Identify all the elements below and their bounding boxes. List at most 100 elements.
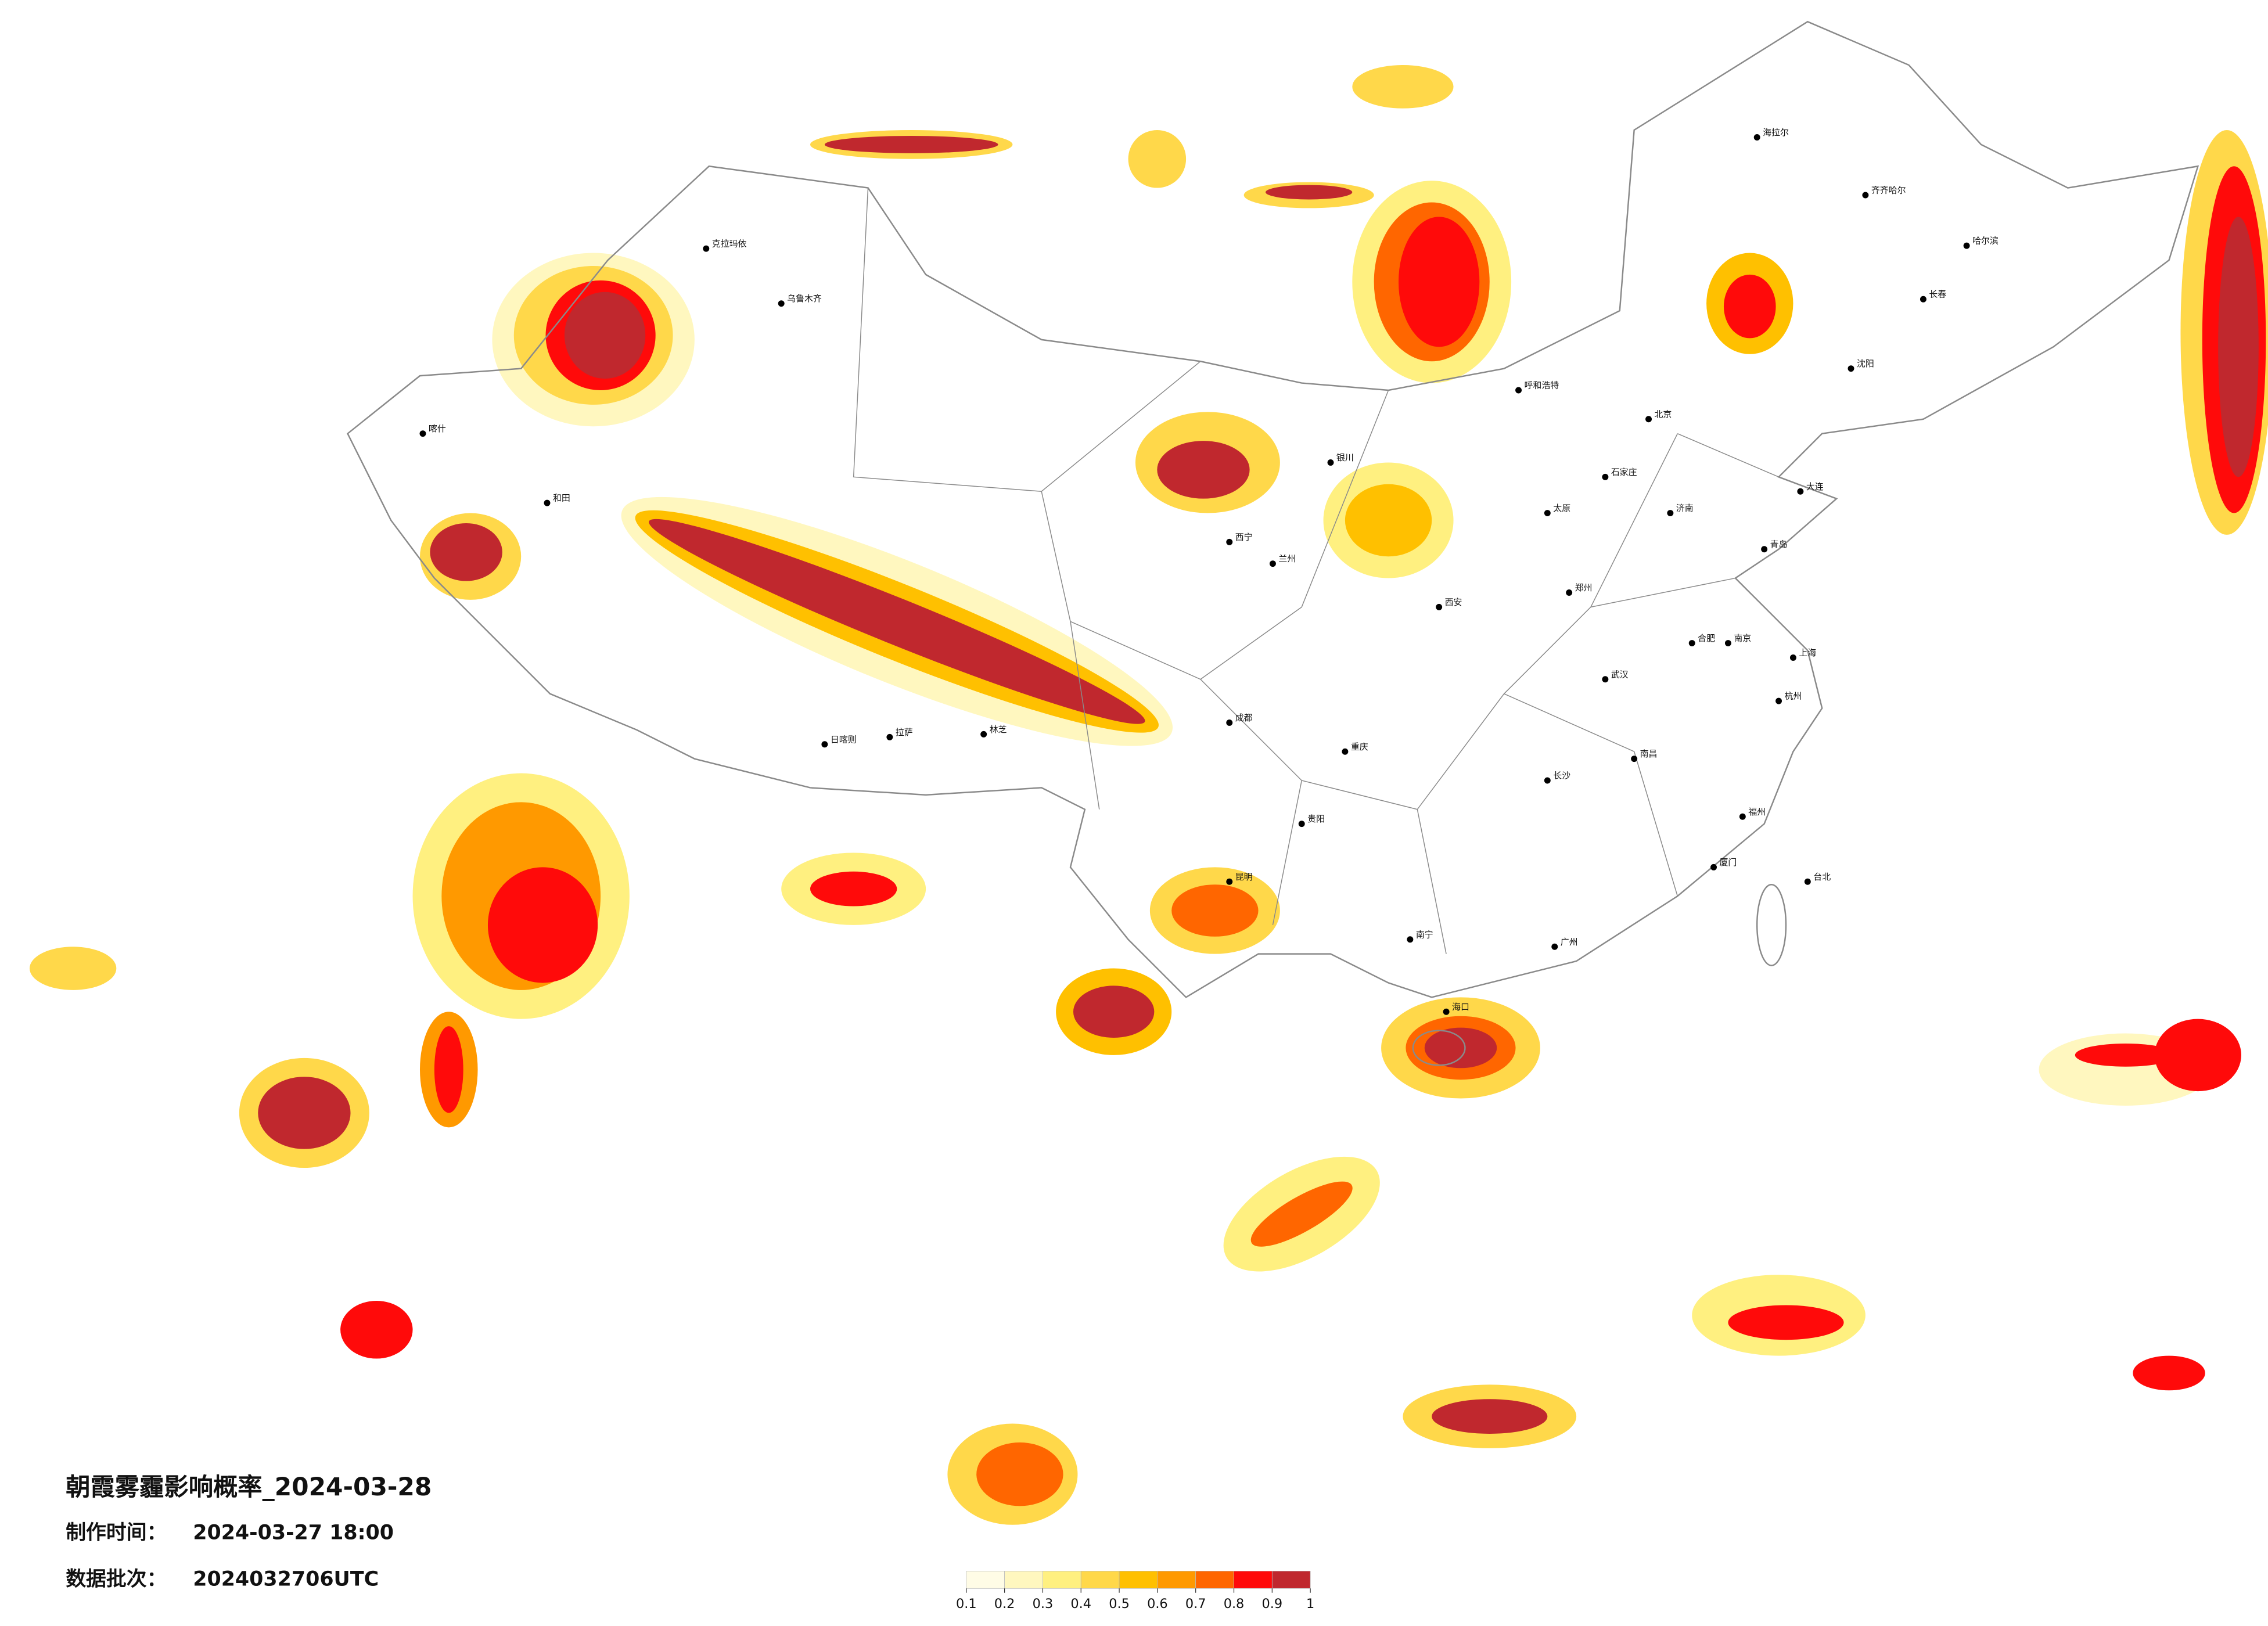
colorbar-tick-label: 0.7 — [1185, 1596, 1206, 1611]
probability-area — [487, 867, 598, 983]
city-dot — [1327, 459, 1334, 466]
city-label: 贵阳 — [1307, 814, 1325, 824]
city-dot — [1631, 756, 1638, 762]
city-label: 南京 — [1734, 633, 1751, 643]
city-dot — [1342, 748, 1349, 755]
city-dot — [1602, 676, 1609, 683]
city-label: 青岛 — [1770, 539, 1788, 549]
colorbar-tick-label: 1 — [1306, 1596, 1314, 1611]
city-label: 合肥 — [1698, 633, 1715, 643]
probability-area — [1432, 1399, 1548, 1434]
city-dot — [1724, 640, 1731, 647]
city-dot — [1963, 242, 1970, 249]
city-dot — [1804, 878, 1811, 885]
city-label: 哈尔滨 — [1972, 236, 1999, 246]
probability-area — [1157, 441, 1250, 499]
city-label: 沈阳 — [1857, 358, 1874, 369]
city-label: 喀什 — [429, 423, 446, 434]
probability-area — [824, 135, 998, 153]
colorbar-segment — [1004, 1571, 1043, 1589]
borders — [346, 20, 2199, 1066]
city-label: 乌鲁木齐 — [787, 293, 822, 304]
city-dot — [778, 300, 785, 307]
city-label: 武汉 — [1611, 669, 1629, 679]
city-dot — [1862, 192, 1869, 199]
city-label: 广州 — [1561, 937, 1578, 947]
colorbar-tick-label: 0.9 — [1262, 1596, 1283, 1611]
city-dot — [1645, 416, 1652, 423]
probability-area — [1345, 484, 1432, 557]
city-label: 大连 — [1806, 481, 1824, 492]
city-label: 北京 — [1655, 409, 1672, 419]
colorbar-segment — [1195, 1571, 1234, 1589]
city-label: 郑州 — [1575, 582, 1593, 593]
colorbar-tick-label: 0.3 — [1033, 1596, 1054, 1611]
probability-area — [1250, 1181, 1353, 1247]
colorbar-tick-label: 0.8 — [1224, 1596, 1245, 1611]
province-border — [853, 188, 1779, 954]
city-dot — [1667, 510, 1674, 517]
probability-area — [29, 947, 117, 990]
city-dot — [1739, 813, 1746, 820]
probability-area — [2075, 1043, 2176, 1067]
city-dot — [1436, 603, 1443, 610]
probability-area — [564, 292, 646, 379]
probability-area — [1398, 217, 1480, 347]
city-label: 昆明 — [1235, 872, 1253, 882]
city-label: 齐齐哈尔 — [1871, 185, 1906, 196]
city-dot — [1269, 560, 1276, 567]
city-dot — [419, 430, 426, 437]
batch: 2024032706UTC — [193, 1567, 379, 1591]
city-label: 西安 — [1445, 597, 1462, 607]
city-dot — [1566, 589, 1573, 596]
city-dot — [703, 245, 710, 252]
city-label: 和田 — [553, 493, 570, 503]
city-label: 海拉尔 — [1763, 127, 1789, 138]
city-dot — [1407, 936, 1414, 943]
city-dot — [1848, 365, 1854, 372]
city-dot — [1226, 878, 1233, 885]
probability-field — [29, 65, 2268, 1525]
hainan-border — [1412, 1030, 1466, 1066]
taiwan-border — [1756, 883, 1787, 966]
probability-area — [258, 1077, 351, 1149]
colorbar-tick-label: 0.6 — [1147, 1596, 1168, 1611]
made-time-label: 制作时间： — [66, 1521, 167, 1545]
colorbar-segment — [1043, 1571, 1081, 1589]
probability-area — [2154, 1019, 2241, 1092]
country-border — [346, 20, 2199, 998]
colorbar-tick-label: 0.4 — [1070, 1596, 1091, 1611]
probability-area — [1728, 1305, 1844, 1340]
city-dot — [1789, 654, 1796, 661]
city-dot — [1515, 387, 1522, 394]
city-label: 石家庄 — [1611, 467, 1637, 477]
probability-area — [1073, 985, 1155, 1038]
city-label: 日喀则 — [831, 734, 857, 744]
city-label: 呼和浩特 — [1525, 380, 1559, 391]
city-label: 上海 — [1799, 647, 1816, 658]
city-dot — [1920, 296, 1926, 303]
probability-area — [1265, 185, 1353, 200]
city-dot — [1761, 546, 1768, 553]
colorbar-tick-label: 0.5 — [1109, 1596, 1130, 1611]
colorbar-segment — [1080, 1571, 1120, 1589]
probability-area — [434, 1026, 463, 1113]
city-label: 西宁 — [1235, 532, 1253, 542]
probability-area — [1723, 274, 1776, 339]
city-label: 福州 — [1748, 807, 1766, 817]
colorbar-segment — [1234, 1571, 1273, 1589]
legend: 0.1 0.2 0.3 0.4 0.5 0.6 0.7 0.8 0.9 1 — [956, 1571, 1314, 1611]
city-dot — [1551, 943, 1558, 950]
city-label: 长沙 — [1553, 771, 1570, 781]
city-label: 太原 — [1553, 503, 1570, 513]
city-dot — [1688, 640, 1695, 647]
city-label: 长春 — [1929, 289, 1946, 300]
city-label: 济南 — [1676, 503, 1694, 513]
city-label: 南昌 — [1640, 749, 1658, 759]
city-label: 杭州 — [1785, 691, 1802, 702]
city-label: 成都 — [1235, 713, 1253, 723]
city-dot — [821, 741, 828, 748]
